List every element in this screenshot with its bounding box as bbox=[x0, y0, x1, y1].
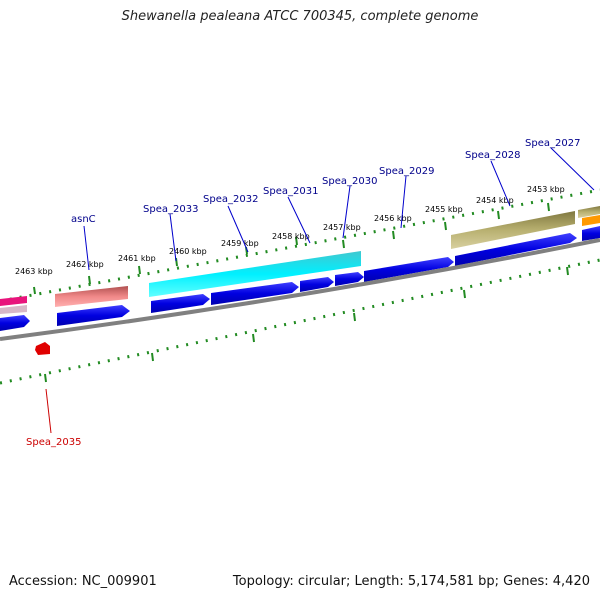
feature-pink[interactable] bbox=[0, 296, 27, 306]
feature-cyan[interactable] bbox=[149, 251, 361, 297]
cds-arrow[interactable] bbox=[57, 305, 130, 326]
gene-label-asnC[interactable]: asnC bbox=[71, 214, 96, 225]
scale-label: 2460 kbp bbox=[169, 247, 207, 256]
cds-track bbox=[0, 226, 600, 331]
inner-tick-ruler bbox=[0, 258, 600, 385]
scale-label: 2459 kbp bbox=[221, 239, 259, 248]
gene-label-spea-2027[interactable]: Spea_2027 bbox=[525, 138, 580, 149]
accession-text: Accession: NC_009901 bbox=[9, 574, 157, 589]
cds-arrow[interactable] bbox=[300, 277, 334, 292]
cds-arrow[interactable] bbox=[151, 294, 210, 313]
scale-label: 2461 kbp bbox=[118, 254, 156, 263]
cds-arrow[interactable] bbox=[211, 282, 299, 305]
gene-label-spea-2032[interactable]: Spea_2032 bbox=[203, 194, 258, 205]
gene-label-spea-2031[interactable]: Spea_2031 bbox=[263, 186, 318, 197]
gene-label-spea-2029[interactable]: Spea_2029 bbox=[379, 166, 434, 177]
scale-label: 2462 kbp bbox=[66, 260, 104, 269]
feature-orange[interactable] bbox=[582, 215, 600, 226]
cds-arrow[interactable] bbox=[455, 233, 577, 266]
inner-major-ticks bbox=[44, 266, 569, 383]
gene-label-spea-2035[interactable]: Spea_2035 bbox=[26, 437, 81, 448]
feature-olive[interactable] bbox=[451, 211, 575, 249]
cds-arrow[interactable] bbox=[335, 272, 364, 286]
feature-pink-lower[interactable] bbox=[0, 305, 27, 314]
feature-salmon[interactable] bbox=[55, 286, 128, 307]
cds-arrow[interactable] bbox=[0, 315, 30, 331]
gene-label-spea-2028[interactable]: Spea_2028 bbox=[465, 150, 520, 161]
page-title: Shewanella pealeana ATCC 700345, complet… bbox=[121, 9, 479, 24]
feature-track bbox=[0, 206, 600, 314]
cds-arrow[interactable] bbox=[582, 226, 600, 241]
label-leaders bbox=[45, 147, 595, 434]
scale-label: 2463 kbp bbox=[15, 267, 53, 276]
scale-label: 2456 kbp bbox=[374, 214, 412, 223]
scale-label: 2454 kbp bbox=[476, 196, 514, 205]
feature-olive-end[interactable] bbox=[578, 206, 600, 218]
genome-backbone bbox=[0, 238, 600, 341]
gene-label-spea-2030[interactable]: Spea_2030 bbox=[322, 176, 377, 187]
scale-label: 2455 kbp bbox=[425, 205, 463, 214]
cds-arrow[interactable] bbox=[364, 257, 454, 282]
outer-tick-ruler bbox=[0, 188, 600, 303]
scale-label: 2457 kbp bbox=[323, 223, 361, 232]
scale-label: 2453 kbp bbox=[527, 185, 565, 194]
scale-label: 2458 kbp bbox=[272, 232, 310, 241]
genome-summary-text: Topology: circular; Length: 5,174,581 bp… bbox=[232, 574, 590, 589]
major-ticks bbox=[33, 202, 550, 295]
feature-red[interactable] bbox=[35, 342, 50, 355]
gene-label-spea-2033[interactable]: Spea_2033 bbox=[143, 204, 198, 215]
